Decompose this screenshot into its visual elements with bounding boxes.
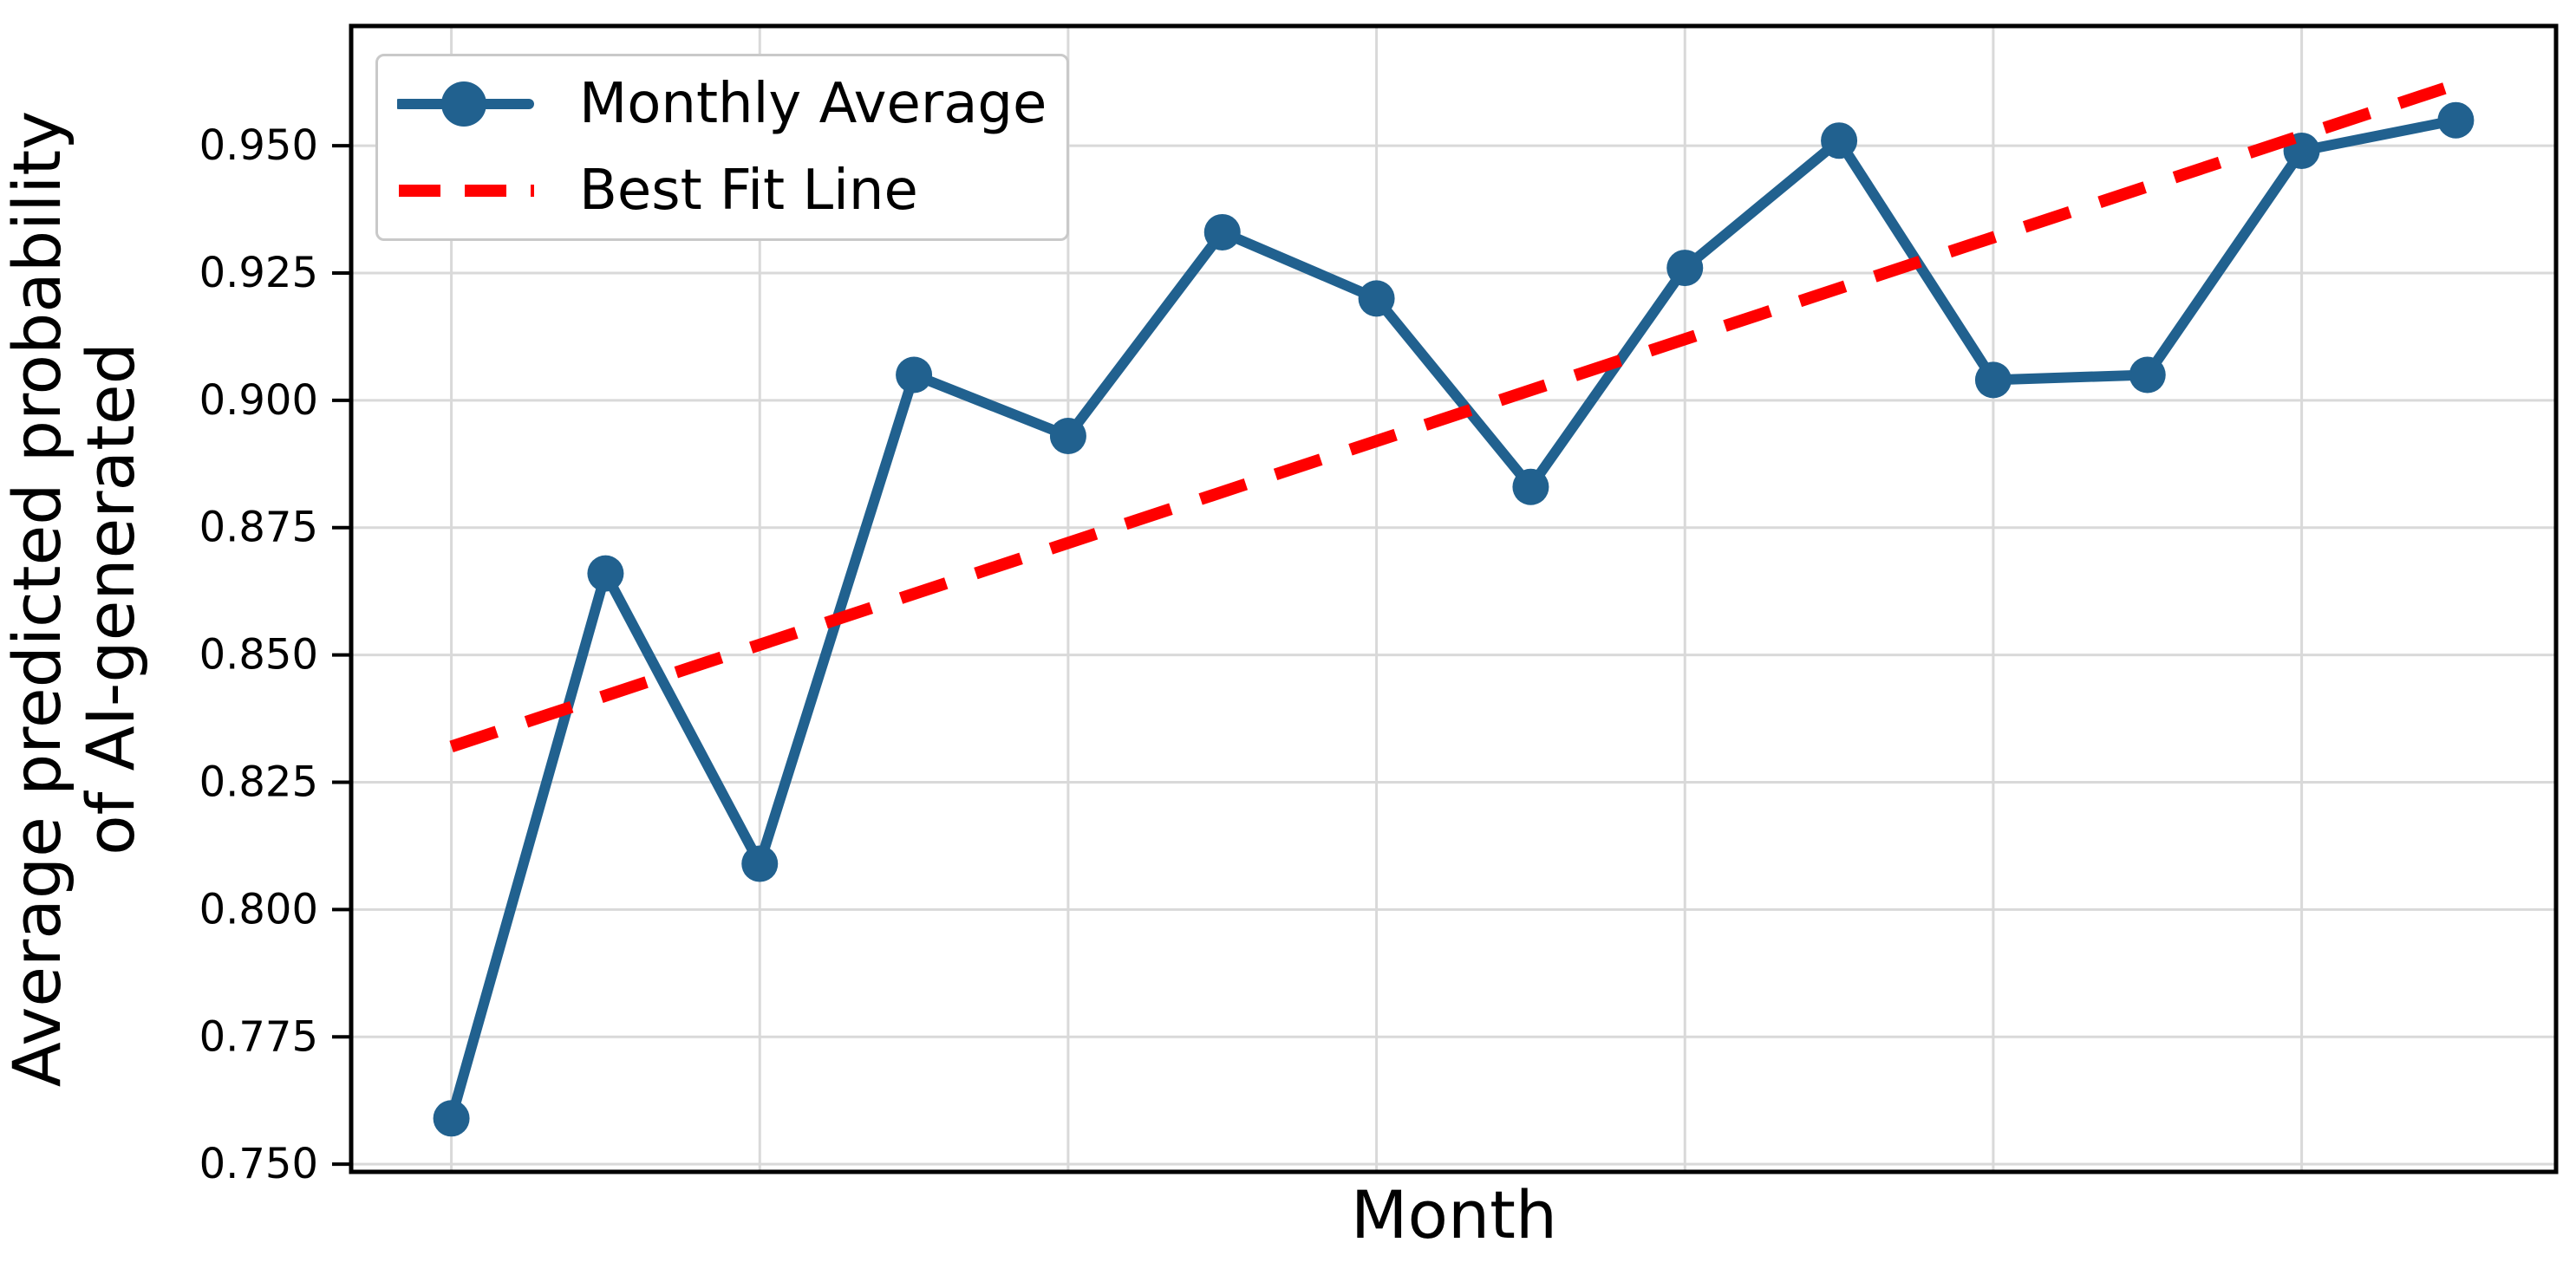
y-tick-label: 0.850 (199, 631, 318, 680)
y-tick-label: 0.825 (199, 758, 318, 807)
legend-item-best-fit-line: Best Fit Line (397, 147, 1066, 234)
y-tick-label: 0.800 (199, 885, 318, 933)
y-tick-label: 0.950 (199, 121, 318, 170)
monthly-average-line (446, 114, 2462, 1124)
plot-border (349, 23, 2559, 1174)
data-point-month-11 (2129, 356, 2166, 394)
y-tick-label: 0.775 (199, 1012, 318, 1061)
data-point-month-9 (1821, 122, 1858, 159)
y-axis-label-line2: of AI-generated (72, 342, 149, 855)
data-point-month-2 (741, 845, 779, 882)
y-axis-label: Average predicted probability of AI-gene… (0, 0, 149, 1247)
data-point-month-5 (1203, 213, 1241, 250)
best-fit-line (449, 78, 2458, 753)
y-tick-label: 0.900 (199, 376, 318, 425)
data-point-month-1 (587, 555, 624, 592)
y-tick-label: 0.875 (199, 504, 318, 552)
red-dashed-line-icon (399, 185, 534, 197)
data-point-month-13 (2437, 101, 2475, 139)
legend-item-monthly-average: Monthly Average (397, 61, 1066, 147)
data-point-month-6 (1358, 280, 1395, 317)
axes-frame (349, 23, 2559, 1174)
data-point-month-4 (1049, 417, 1086, 454)
y-tick-label: 0.925 (199, 249, 318, 297)
legend-label: Best Fit Line (579, 159, 918, 223)
data-point-month-10 (1974, 361, 2012, 399)
best-fit-line-group (449, 78, 2458, 753)
data-point-month-0 (433, 1100, 470, 1137)
y-axis-label-line1: Average predicted probability (0, 110, 75, 1088)
x-axis-label: Month (1350, 1176, 1558, 1253)
legend: Monthly Average Best Fit Line (375, 54, 1069, 241)
data-point-month-3 (896, 356, 933, 394)
solid-line-circle-marker-icon (397, 81, 534, 127)
data-point-month-7 (1512, 468, 1549, 505)
y-tick-label: 0.750 (199, 1140, 318, 1188)
legend-label: Monthly Average (579, 72, 1047, 136)
monthly-average-series (433, 101, 2475, 1137)
data-point-month-8 (1666, 250, 1704, 287)
legend-marker-sample (441, 81, 486, 127)
y-axis-ticks: 0.950 0.925 0.900 0.875 0.850 0.825 0.800 0.775… (199, 121, 349, 1188)
